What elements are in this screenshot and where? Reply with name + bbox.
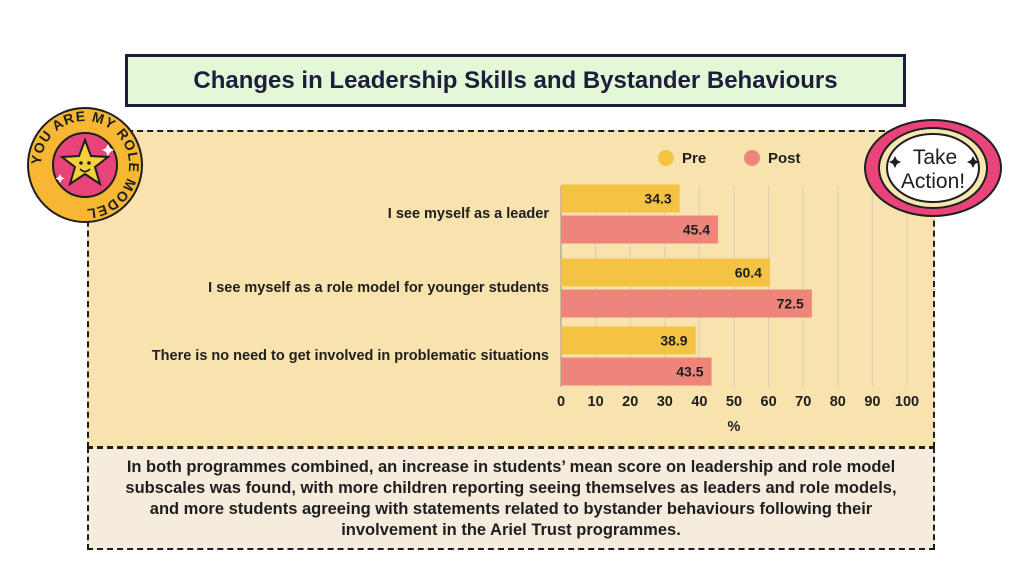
x-tick-label: 10 — [588, 394, 604, 410]
x-tick-label: 90 — [864, 394, 880, 410]
sparkle-icon — [967, 156, 979, 168]
x-tick-label: 70 — [795, 394, 811, 410]
data-label: 60.4 — [735, 265, 762, 281]
x-tick-label: 50 — [726, 394, 742, 410]
bar-post — [561, 289, 812, 318]
bar-pre — [561, 184, 680, 213]
data-label: 72.5 — [777, 296, 804, 312]
legend-label: Pre — [682, 150, 706, 167]
title-box: Changes in Leadership Skills and Bystand… — [125, 54, 906, 107]
x-tick-label: 60 — [761, 394, 777, 410]
x-tick-label: 40 — [691, 394, 707, 410]
page-title: Changes in Leadership Skills and Bystand… — [193, 66, 838, 94]
sparkle-icon — [889, 156, 901, 168]
legend-marker — [658, 150, 674, 166]
badge-right-line2: Action! — [901, 170, 965, 193]
legend-label: Post — [768, 150, 801, 167]
x-tick-label: 30 — [657, 394, 673, 410]
legend-marker — [744, 150, 760, 166]
star-icon — [59, 137, 111, 187]
bar-pre — [561, 258, 770, 287]
data-label: 38.9 — [660, 333, 687, 349]
x-tick-label: 80 — [830, 394, 846, 410]
category-label: I see myself as a leader — [388, 206, 550, 222]
x-tick-label: 20 — [622, 394, 638, 410]
data-label: 34.3 — [644, 191, 671, 207]
role-model-star-badge: YOU ARE MY ROLE MODEL — [27, 107, 143, 223]
badge-right-line1: Take — [913, 146, 957, 169]
category-label: I see myself as a role model for younger… — [208, 280, 549, 296]
take-action-badge: Take Action! — [864, 119, 1002, 217]
bar-post — [561, 357, 712, 386]
x-tick-label: 0 — [557, 394, 565, 410]
summary-note-panel: In both programmes combined, an increase… — [87, 447, 935, 550]
data-label: 43.5 — [676, 364, 703, 380]
data-label: 45.4 — [683, 222, 710, 238]
summary-note: In both programmes combined, an increase… — [125, 457, 897, 539]
category-label: There is no need to get involved in prob… — [152, 348, 549, 364]
bar-pre — [561, 326, 696, 355]
x-tick-label: 100 — [895, 394, 919, 410]
x-axis-label: % — [728, 419, 741, 435]
bar-post — [561, 215, 719, 244]
